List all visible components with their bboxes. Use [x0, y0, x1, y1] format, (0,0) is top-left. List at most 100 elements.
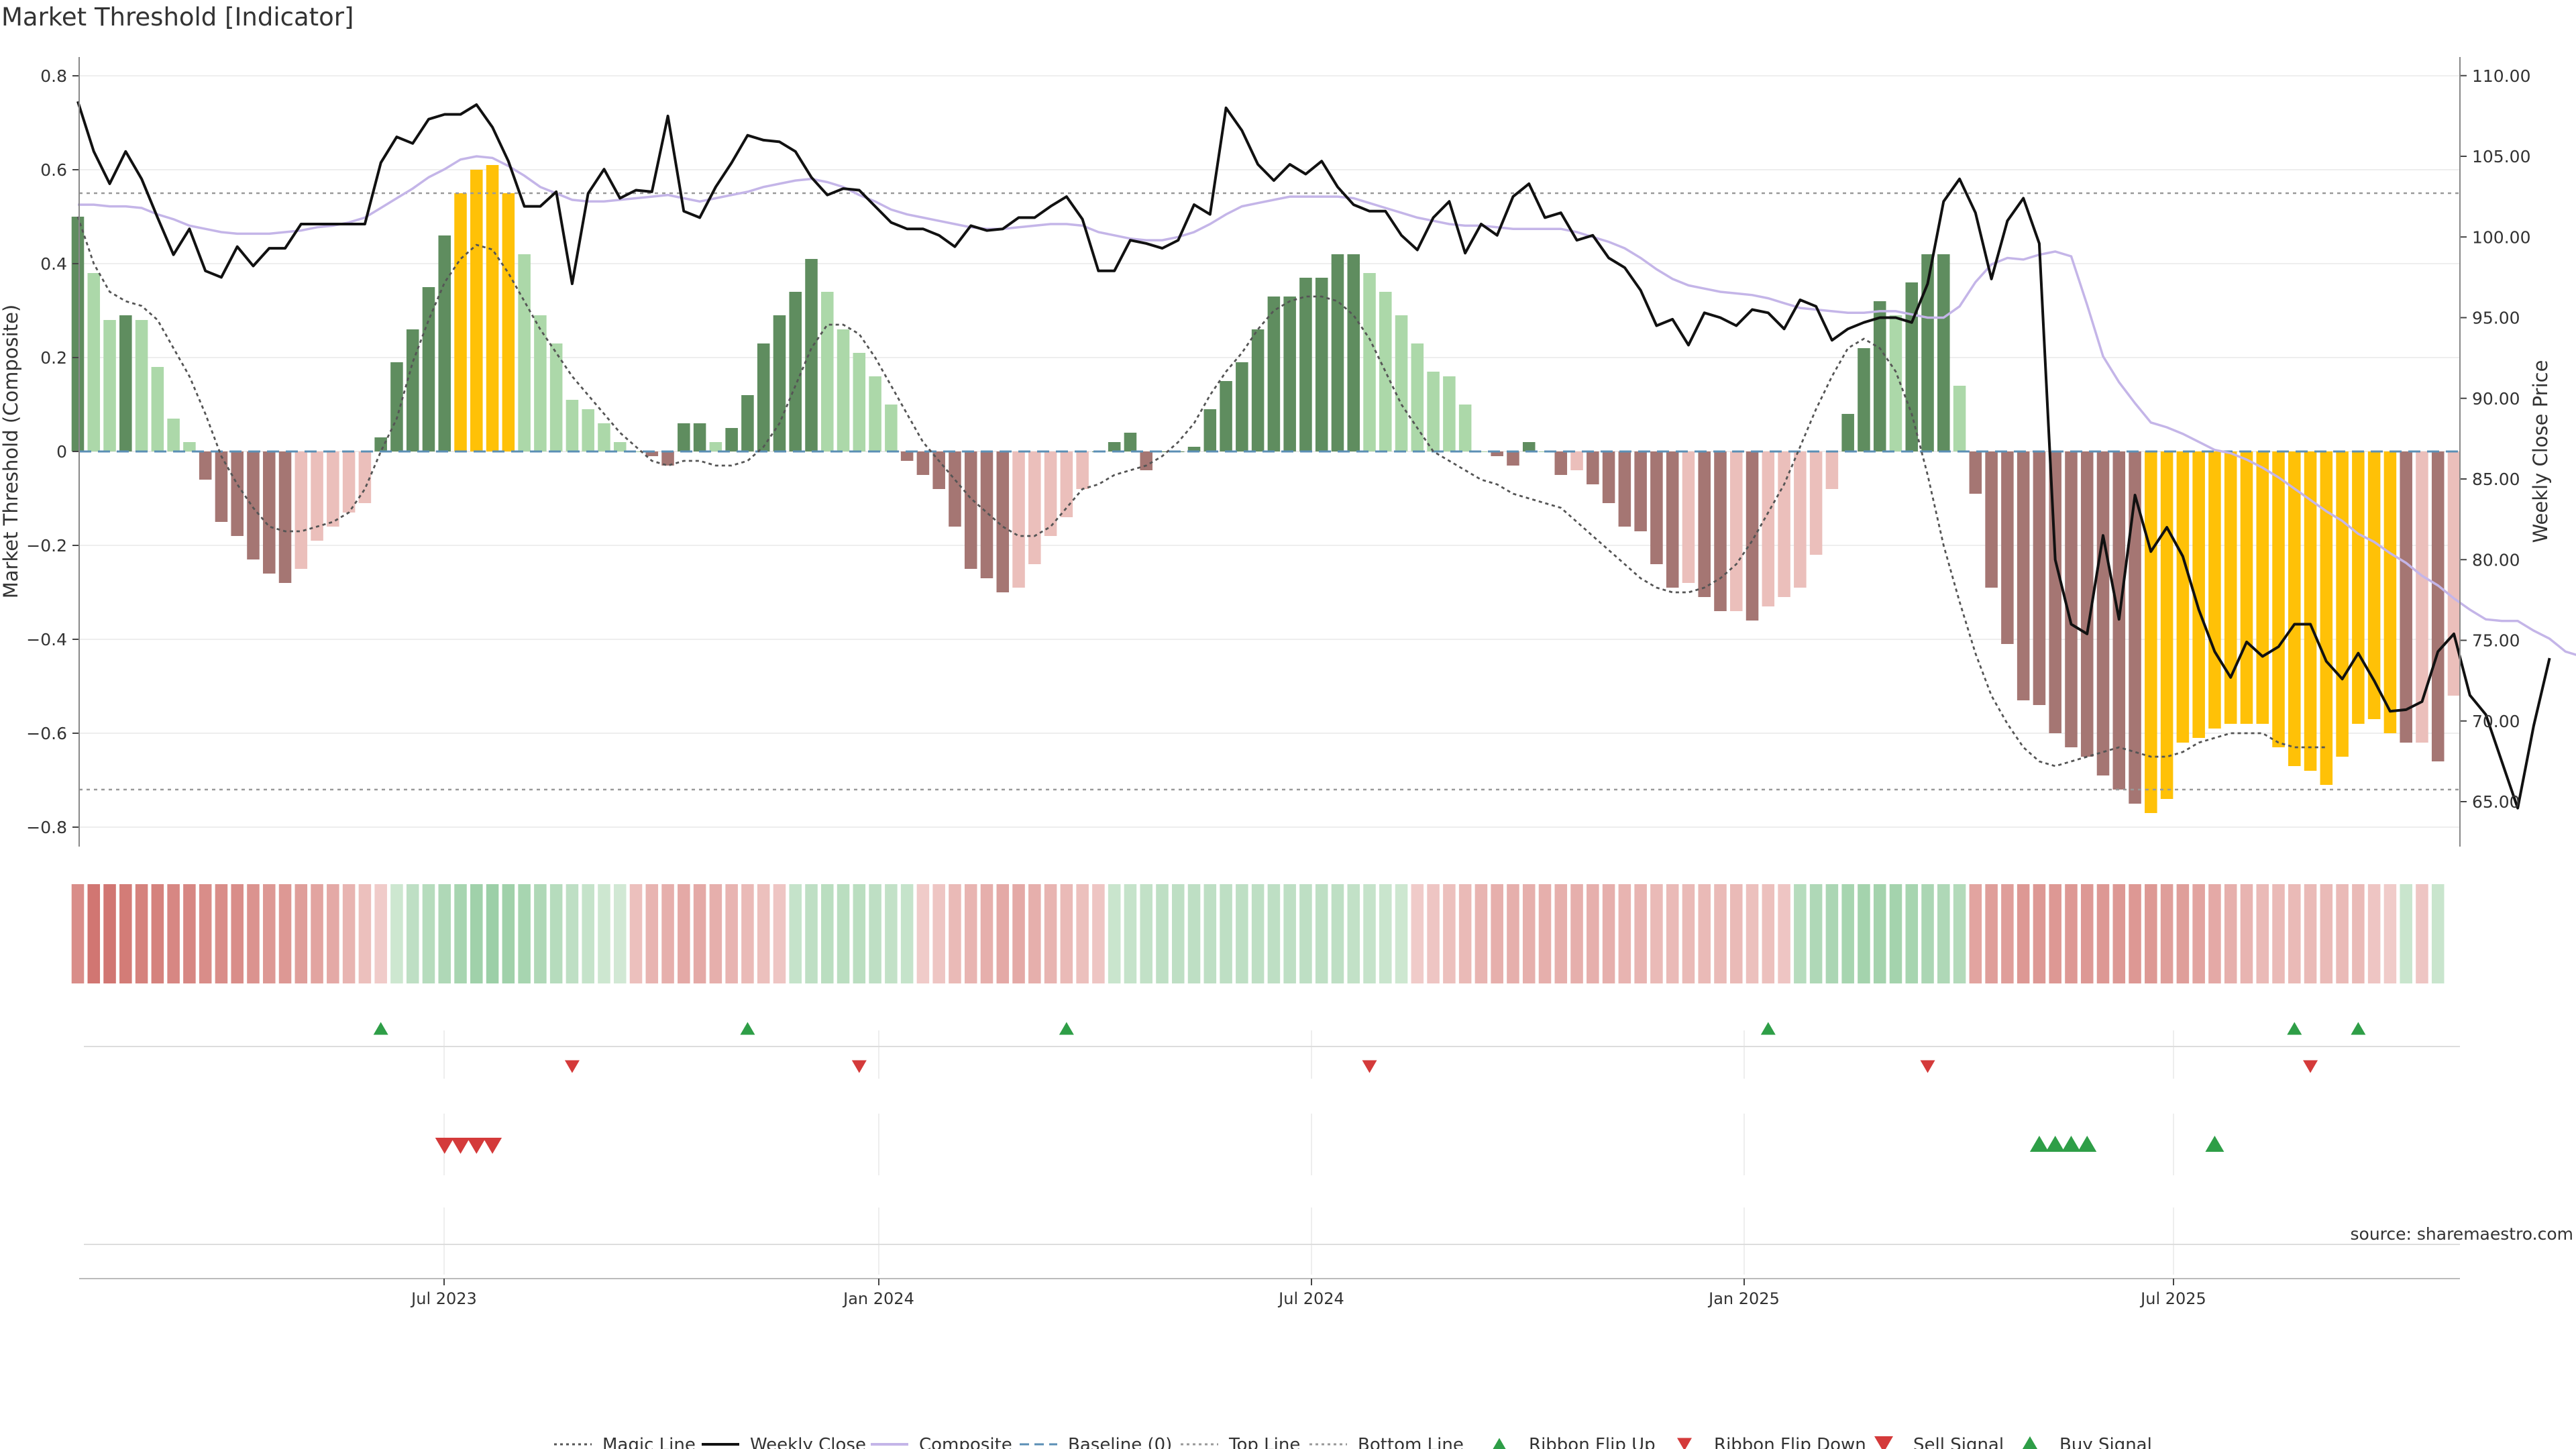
ribbon-cell	[582, 884, 594, 983]
composite-bar	[1044, 451, 1057, 536]
composite-bar	[71, 217, 85, 451]
ribbon-cell	[2017, 884, 2030, 983]
ribbon-cell	[1028, 884, 1041, 983]
ribbon-cell	[1363, 884, 1376, 983]
composite-bar	[1028, 451, 1041, 564]
ribbon-cell	[709, 884, 722, 983]
composite-bar	[805, 259, 818, 451]
y-axis-label: Market Threshold (Composite)	[0, 305, 22, 598]
ribbon-cell	[1682, 884, 1695, 983]
ribbon-cell	[1538, 884, 1552, 983]
composite-bar	[2383, 451, 2397, 733]
ribbon-cell	[2224, 884, 2237, 983]
legend-label: Weekly Close	[750, 1435, 866, 1449]
composite-bar	[1220, 381, 1232, 451]
ribbon-cell	[1570, 884, 1583, 983]
ribbon-cell	[438, 884, 451, 983]
composite-bar	[1873, 301, 1886, 451]
composite-bar	[853, 353, 866, 451]
legend-swatch	[1874, 1436, 1893, 1449]
composite-bar	[1108, 442, 1121, 451]
y-tick-label: −0.6	[26, 724, 67, 743]
composite-bar	[342, 451, 356, 513]
ribbon-cell	[1587, 884, 1599, 983]
composite-bar	[1283, 297, 1296, 451]
composite-bar	[2304, 451, 2317, 771]
composite-bar	[1443, 376, 1456, 451]
composite-bar	[996, 451, 1010, 592]
ribbon-cell	[900, 884, 914, 983]
ribbon-cell	[693, 884, 706, 983]
ribbon-cell	[964, 884, 977, 983]
ribbon-cell	[2240, 884, 2253, 983]
composite-bar	[1379, 292, 1392, 451]
composite-bar	[231, 451, 244, 536]
ribbon-cell	[2176, 884, 2190, 983]
sell-signal-marker	[483, 1137, 502, 1155]
composite-bar	[1012, 451, 1025, 588]
composite-bar	[582, 409, 594, 451]
ribbon-cell	[1666, 884, 1679, 983]
ribbon-cell	[549, 884, 563, 983]
ribbon-cell	[1315, 884, 1328, 983]
composite-bar	[1602, 451, 1615, 503]
ribbon-cell	[1729, 884, 1743, 983]
ribbon-cell	[1379, 884, 1392, 983]
buy-signal-marker	[2078, 1135, 2097, 1152]
ribbon-cell	[1491, 884, 1503, 983]
ribbon-cell	[1858, 884, 1870, 983]
composite-bar	[1682, 451, 1695, 583]
composite-bar	[598, 423, 610, 451]
composite-bar	[549, 343, 563, 451]
composite-bar	[1650, 451, 1663, 564]
composite-bar	[900, 451, 914, 461]
ribbon-cell	[2400, 884, 2412, 983]
ribbon-cell	[853, 884, 866, 983]
ribbon-flip-up-marker	[740, 1022, 755, 1035]
ribbon-flip-up-marker	[2287, 1022, 2302, 1035]
composite-bar	[1937, 254, 1950, 451]
composite-bar	[1809, 451, 1823, 555]
y2-tick-label: 95.00	[2472, 309, 2520, 328]
composite-bar	[1156, 451, 1169, 452]
composite-bar	[1315, 278, 1328, 451]
ribbon-cell	[103, 884, 116, 983]
legend-label: Bottom Line	[1358, 1435, 1464, 1449]
ribbon-cell	[119, 884, 132, 983]
ribbon-cell	[1873, 884, 1886, 983]
ribbon-cell	[1060, 884, 1073, 983]
ribbon-cell	[2033, 884, 2046, 983]
ribbon-cell	[454, 884, 467, 983]
ribbon-cell	[1985, 884, 1998, 983]
legend-item: Top Line	[1181, 1435, 1300, 1449]
ribbon-cell	[2065, 884, 2078, 983]
composite-bar	[2176, 451, 2190, 743]
composite-bar	[1395, 315, 1408, 451]
ribbon-cell	[1618, 884, 1631, 983]
ribbon-cell	[613, 884, 627, 983]
y-tick-label: −0.8	[26, 818, 67, 837]
legend: Magic Line Weekly Close Composite Baseline …	[554, 1435, 2152, 1449]
composite-bar	[980, 451, 994, 578]
composite-bar	[199, 451, 212, 480]
ribbon-cell	[327, 884, 339, 983]
ribbon-cell	[374, 884, 387, 983]
y2-tick-label: 65.00	[2472, 792, 2520, 812]
x-tick-label: Jul 2024	[1277, 1289, 1344, 1308]
composite-bar	[964, 451, 977, 569]
ribbon-cell	[1794, 884, 1807, 983]
ribbon-cell	[135, 884, 148, 983]
y2-tick-label: 75.00	[2472, 631, 2520, 651]
composite-bar	[2129, 451, 2141, 804]
composite-bar	[1825, 451, 1839, 489]
ribbon-cell	[869, 884, 881, 983]
y2-tick-label: 105.00	[2472, 147, 2530, 166]
ribbon-cell	[1236, 884, 1248, 983]
legend-item: Bottom Line	[1309, 1435, 1464, 1449]
ribbon-cell	[390, 884, 403, 983]
ribbon-cell	[2145, 884, 2157, 983]
composite-bar	[183, 442, 196, 451]
composite-bar	[1491, 451, 1503, 456]
legend-label: Buy Signal	[2059, 1435, 2152, 1449]
